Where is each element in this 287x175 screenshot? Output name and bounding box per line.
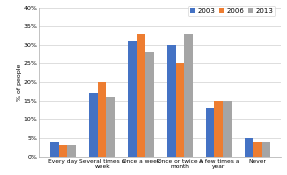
Bar bbox=[145, 52, 154, 157]
Bar bbox=[137, 34, 145, 157]
Bar bbox=[59, 145, 67, 157]
Bar bbox=[167, 45, 176, 157]
Bar bbox=[206, 108, 214, 157]
Legend: 2003, 2006, 2013: 2003, 2006, 2013 bbox=[188, 6, 275, 16]
Bar bbox=[106, 97, 115, 157]
Bar bbox=[214, 101, 223, 157]
Bar bbox=[89, 93, 98, 157]
Bar bbox=[253, 142, 262, 157]
Bar bbox=[245, 138, 253, 157]
Bar bbox=[262, 142, 270, 157]
Bar bbox=[176, 63, 184, 157]
Bar bbox=[51, 142, 59, 157]
Bar bbox=[128, 41, 137, 157]
Bar bbox=[184, 34, 193, 157]
Bar bbox=[67, 145, 76, 157]
Bar bbox=[98, 82, 106, 157]
Bar bbox=[223, 101, 232, 157]
Y-axis label: % of people: % of people bbox=[17, 63, 22, 101]
